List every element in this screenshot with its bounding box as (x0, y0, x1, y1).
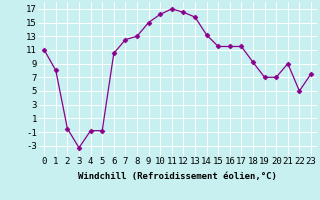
X-axis label: Windchill (Refroidissement éolien,°C): Windchill (Refroidissement éolien,°C) (78, 172, 277, 181)
